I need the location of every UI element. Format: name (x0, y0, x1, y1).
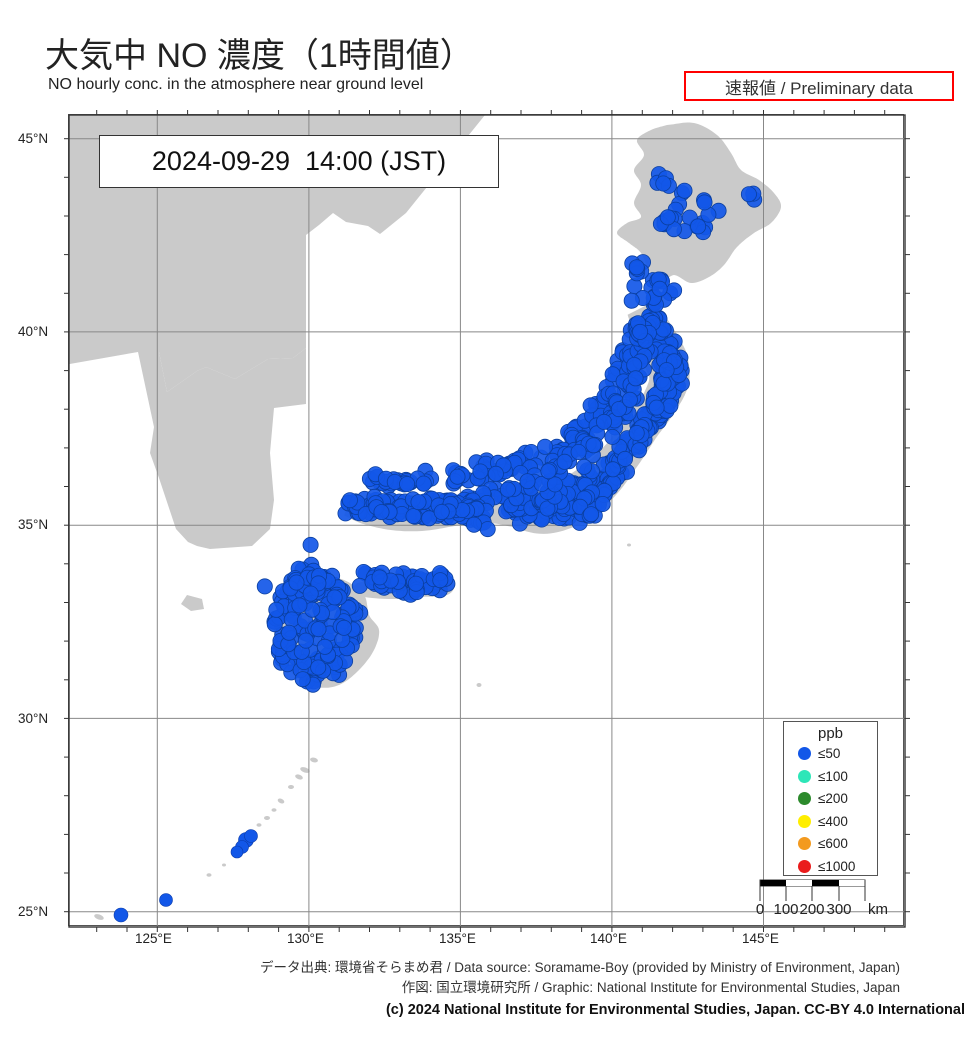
svg-text:0: 0 (756, 901, 764, 918)
svg-text:100: 100 (773, 901, 798, 918)
svg-text:200: 200 (799, 901, 824, 918)
svg-text:300: 300 (826, 901, 851, 918)
svg-text:km: km (868, 901, 888, 918)
